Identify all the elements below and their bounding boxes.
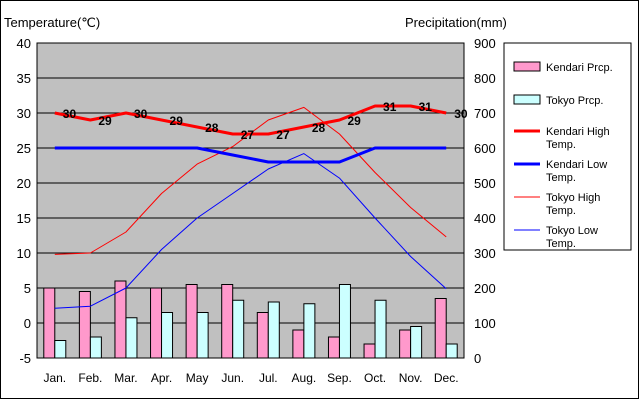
kendari-precip-bar <box>78 291 91 359</box>
month-label: Nov. <box>399 371 423 385</box>
legend: Kendari Prcp. Tokyo Prcp. Kendari High Temp… <box>503 42 632 251</box>
right-tick-label: 500 <box>474 176 496 191</box>
kendari-precip-bar <box>363 343 376 359</box>
kendari-precip-bar <box>399 329 412 359</box>
right-tick-label: 800 <box>474 71 496 86</box>
tokyo-precip-bar <box>374 299 387 359</box>
high-temp-label: 28 <box>312 121 326 135</box>
kendari-precip-bar <box>150 287 163 359</box>
legend-label: Kendari High Temp. <box>546 126 610 151</box>
kendari-precip-bar <box>221 284 234 359</box>
month-label: Dec. <box>434 371 459 385</box>
high-temp-label: 29 <box>347 114 361 128</box>
month-label: Jan. <box>43 371 66 385</box>
high-temp-label: 31 <box>419 100 433 114</box>
month-label: Oct. <box>364 371 386 385</box>
kendari-precip-bar <box>292 329 305 359</box>
left-tick-label: 25 <box>17 141 31 156</box>
right-tick-label: 200 <box>474 281 496 296</box>
left-tick-label: 40 <box>17 36 31 51</box>
legend-kendari-precip-swatch <box>513 61 541 72</box>
right-tick-label: 400 <box>474 211 496 226</box>
tokyo-precip-bar <box>410 326 423 359</box>
plot-area <box>36 42 465 359</box>
month-label: Jun. <box>221 371 244 385</box>
right-tick-label: 0 <box>474 351 481 366</box>
kendari-precip-bar <box>327 336 340 359</box>
high-temp-label: 27 <box>241 128 255 142</box>
kendari-precip-bar <box>185 284 198 359</box>
legend-tokyo-precip-swatch <box>513 94 541 105</box>
high-temp-label: 30 <box>134 107 148 121</box>
month-label: Sep. <box>327 371 352 385</box>
right-tick-label: 700 <box>474 106 496 121</box>
left-tick-label: 10 <box>17 246 31 261</box>
left-tick-label: 0 <box>24 316 31 331</box>
month-label: Feb. <box>78 371 102 385</box>
left-tick-label: 15 <box>17 211 31 226</box>
temperature-lines <box>54 104 447 309</box>
high-temp-data-labels: 30 29 30 29 28 27 27 28 29 31 31 30 <box>63 100 468 142</box>
precipitation-bars <box>43 280 458 359</box>
left-tick-label: 5 <box>24 281 31 296</box>
tokyo-precip-bar <box>89 336 102 359</box>
tokyo-precip-bar <box>267 301 280 359</box>
legend-label: Kendari Low Temp. <box>546 159 607 184</box>
month-label: Aug. <box>292 371 317 385</box>
tokyo-precip-bar <box>54 340 67 359</box>
kendari-low-line <box>54 146 447 164</box>
right-tick-label: 600 <box>474 141 496 156</box>
month-label: Mar. <box>114 371 137 385</box>
left-tick-label: 30 <box>17 106 31 121</box>
tokyo-precip-bar <box>303 303 316 359</box>
right-axis-ticks: 0 100 200 300 400 500 600 700 800 900 <box>474 36 496 366</box>
kendari-precip-bar <box>43 287 56 359</box>
left-axis-ticks: -5 0 5 10 15 20 25 30 35 40 <box>17 36 31 366</box>
month-label: Jul. <box>259 371 278 385</box>
x-axis-ticks: Jan. Feb. Mar. Apr. May Jun. Jul. Aug. Sep. Oct. N… <box>43 371 458 385</box>
kendari-precip-bar <box>256 312 269 359</box>
tokyo-low-line <box>54 153 447 309</box>
kendari-high-line <box>54 104 447 136</box>
legend-label: Tokyo Prcp. <box>546 95 603 107</box>
high-temp-label: 27 <box>276 128 290 142</box>
tokyo-precip-bar <box>196 312 209 359</box>
right-tick-label: 100 <box>474 316 496 331</box>
tokyo-precip-bar <box>232 299 245 359</box>
tokyo-precip-bar <box>445 343 458 359</box>
month-label: May <box>186 371 209 385</box>
tokyo-precip-bar <box>161 312 174 359</box>
legend-box <box>503 42 632 251</box>
high-temp-label: 31 <box>383 100 397 114</box>
left-tick-label: 20 <box>17 176 31 191</box>
high-temp-label: 29 <box>170 114 184 128</box>
high-temp-label: 28 <box>205 121 219 135</box>
legend-label: Kendari Prcp. <box>546 62 613 74</box>
tokyo-precip-bar <box>125 317 138 359</box>
left-tick-label: -5 <box>19 351 31 366</box>
right-tick-label: 300 <box>474 246 496 261</box>
left-axis-title: Temperature(℃) <box>4 15 100 30</box>
kendari-precip-bar <box>434 298 447 359</box>
left-tick-label: 35 <box>17 71 31 86</box>
tokyo-precip-bar <box>338 284 351 359</box>
legend-label: Tokyo Low Temp. <box>546 225 598 250</box>
right-axis-title: Precipitation(mm) <box>405 15 507 30</box>
high-temp-label: 30 <box>454 107 468 121</box>
high-temp-label: 30 <box>63 107 77 121</box>
month-label: Apr. <box>151 371 172 385</box>
high-temp-label: 29 <box>98 114 112 128</box>
right-tick-label: 900 <box>474 36 496 51</box>
legend-label: Tokyo High Temp. <box>546 192 600 217</box>
